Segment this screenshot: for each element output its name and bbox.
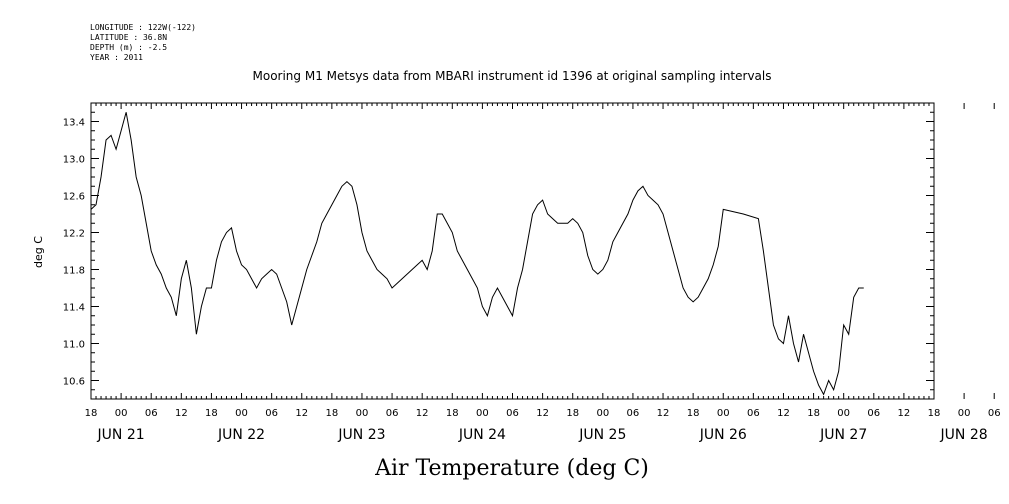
y-tick-label: 13.0 [63,155,85,166]
x-hour-label: 18 [566,408,579,419]
x-hour-label: 00 [596,408,609,419]
x-day-label: JUN 27 [819,427,867,443]
x-hour-label: 06 [747,408,760,419]
x-hour-label: 12 [536,408,549,419]
x-day-label: JUN 24 [458,427,506,443]
x-hour-label: 18 [85,408,98,419]
x-hour-label: 18 [807,408,820,419]
longitude-text: LONGITUDE : 122W(-122) [90,23,196,32]
y-axis: 10.6 11.0 11.4 11.8 12.2 12.6 13.0 13.4 [63,102,934,391]
x-hour-label: 18 [687,408,700,419]
year-text: YEAR : 2011 [90,53,143,62]
y-tick-label: 11.4 [63,303,85,314]
x-hour-label: 00 [837,408,850,419]
x-hour-label: 06 [627,408,640,419]
x-hour-label: 06 [265,408,278,419]
x-day-label: JUN 25 [578,427,626,443]
x-hour-label: 06 [386,408,399,419]
x-day-label: JUN 26 [699,427,747,443]
x-hour-label: 12 [416,408,429,419]
x-hour-label: 12 [777,408,790,419]
x-axis-label: Air Temperature (deg C) [374,456,649,481]
x-hour-label: 00 [717,408,730,419]
x-hour-label: 12 [898,408,911,419]
x-hour-label: 06 [867,408,880,419]
x-hour-label: 12 [295,408,308,419]
series-line [90,112,864,396]
depth-text: DEPTH (m) : -2.5 [90,43,167,52]
x-day-label: JUN 23 [337,427,385,443]
x-hour-label: 12 [657,408,670,419]
x-day-label: JUN 28 [940,427,988,443]
x-hour-label: 18 [928,408,941,419]
y-tick-label: 12.2 [63,229,85,240]
x-hour-label: 18 [205,408,218,419]
x-hour-label: 18 [325,408,338,419]
y-tick-label: 12.6 [63,192,85,203]
x-day-label: JUN 22 [217,427,265,443]
x-hour-label: 00 [958,408,971,419]
y-tick-label: 10.6 [63,377,85,388]
y-tick-label: 11.8 [63,266,85,277]
x-hour-label: 06 [145,408,158,419]
plot-frame [90,102,935,400]
x-hour-label: 00 [476,408,489,419]
y-tick-label: 11.0 [63,340,85,351]
x-hour-label: 06 [988,408,1001,419]
latitude-text: LATITUDE : 36.8N [90,33,167,42]
y-axis-label: deg C [32,236,45,268]
y-tick-label: 13.4 [63,118,85,129]
x-hour-label: 00 [115,408,128,419]
x-hour-label: 06 [506,408,519,419]
x-hour-label: 12 [175,408,188,419]
x-day-label: JUN 21 [97,427,145,443]
metadata-block: LONGITUDE : 122W(-122) LATITUDE : 36.8N … [90,23,196,62]
x-hour-label: 00 [235,408,248,419]
chart-title: Mooring M1 Metsys data from MBARI instru… [253,69,772,83]
x-hour-label: 18 [446,408,459,419]
x-hour-label: 00 [356,408,369,419]
x-axis: 18 00 06 12 18 00 06 12 18 00 06 12 18 00 06 12 18 00 06 12… [85,103,1001,443]
